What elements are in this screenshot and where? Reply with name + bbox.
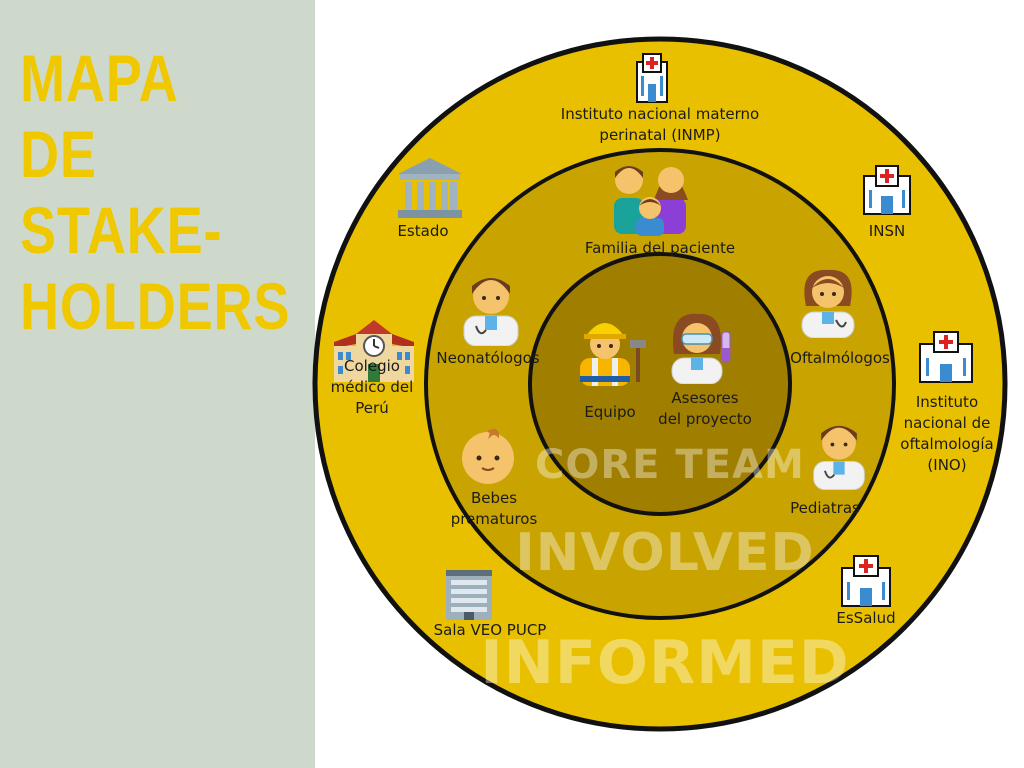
inmp-label: Instituto nacional materno perinatal (IN…: [540, 104, 780, 146]
school-building-icon: [334, 320, 414, 382]
insn-label: INSN: [868, 222, 906, 240]
bebes-label: Bebes prematuros: [436, 488, 552, 530]
core-circle: [528, 252, 792, 516]
ino-label-line-3: oftalmología: [900, 435, 994, 453]
bebes-label-line-1: Bebes: [470, 489, 518, 507]
asesores-label-line-2: del proyecto: [658, 410, 752, 428]
estado-label: Estado: [397, 222, 449, 240]
hospital-icon: [636, 53, 668, 103]
male-doctor-icon: [813, 425, 865, 490]
ino-label: Instituto nacional de oftalmología (INO): [898, 392, 996, 476]
office-building-icon: [446, 570, 492, 620]
family-icon: [614, 166, 688, 236]
core-team-label: CORE TEAM: [535, 442, 805, 488]
bebes-label-line-2: prematuros: [450, 510, 538, 528]
hospital-icon: [841, 555, 891, 607]
baby-icon: [462, 428, 514, 484]
pediatras-label: Pediatras: [790, 499, 860, 517]
inmp-label-line-1: Instituto nacional materno: [560, 105, 760, 123]
male-doctor-icon: [463, 278, 519, 346]
colegio-label-line-2: médico del: [330, 378, 414, 396]
colegio-label-line-1: Colegio: [344, 357, 400, 375]
ino-label-line-4: (INO): [927, 456, 967, 474]
ino-label-line-2: nacional de: [903, 414, 991, 432]
familia-label: Familia del paciente: [584, 239, 736, 257]
inmp-label-line-2: perinatal (INMP): [599, 126, 721, 144]
equipo-label: Equipo: [584, 403, 636, 421]
title-line-2: DE: [20, 117, 97, 191]
ino-label-line-1: Instituto: [915, 393, 979, 411]
asesores-label-line-1: Asesores: [671, 389, 739, 407]
neonatologos-label: Neonatólogos: [436, 349, 540, 367]
government-building-icon: [398, 158, 462, 218]
hospital-icon: [919, 331, 973, 383]
construction-worker-icon: [580, 323, 646, 386]
involved-label: INVOLVED: [515, 523, 815, 583]
title-line-3: STAKE-: [20, 193, 223, 267]
sidebar-panel: [0, 0, 315, 768]
title-line-1: MAPA: [20, 41, 179, 115]
colegio-label: Colegio médico del Perú: [322, 356, 422, 419]
female-scientist-icon: [671, 313, 731, 384]
page-title: MAPA DE STAKE- HOLDERS: [20, 40, 290, 344]
colegio-label-line-3: Perú: [355, 399, 389, 417]
essalud-label: EsSalud: [836, 609, 896, 627]
female-doctor-icon: [801, 269, 855, 338]
oftalmologos-label: Oftalmólogos: [790, 349, 890, 367]
hospital-icon: [863, 165, 911, 215]
informed-label: INFORMED: [480, 628, 850, 698]
asesores-label: Asesores del proyecto: [642, 388, 768, 430]
sala-label: Sala VEO PUCP: [433, 621, 547, 639]
title-line-4: HOLDERS: [20, 269, 291, 343]
